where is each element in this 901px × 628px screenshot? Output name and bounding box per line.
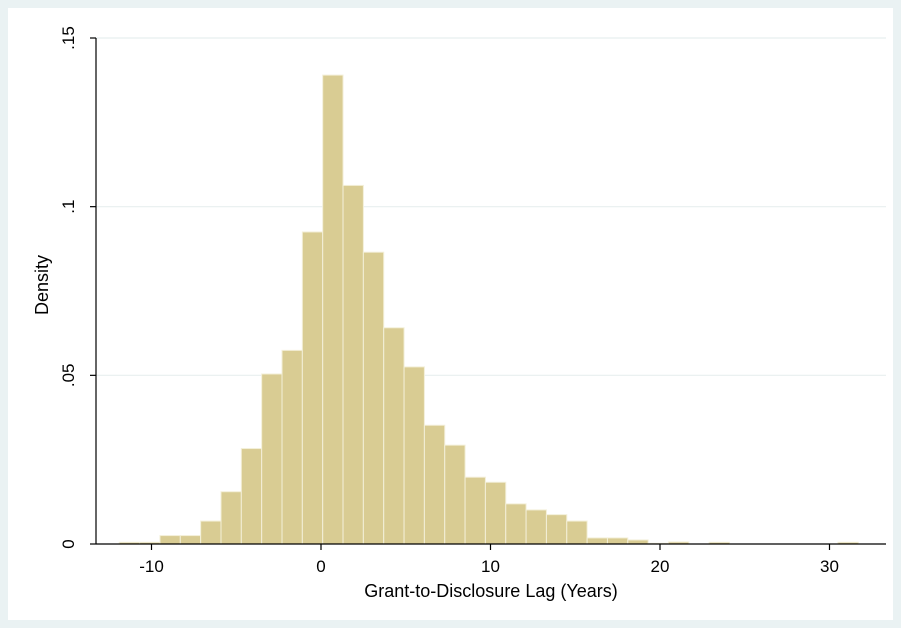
x-axis-title: Grant-to-Disclosure Lag (Years) [364,581,617,601]
histogram-bar-5 [220,491,242,545]
histogram-bar-7 [261,373,283,545]
histogram-bar-12 [362,251,385,545]
histogram-bar-22 [566,520,588,545]
histogram-bar-10 [322,74,344,545]
x-tick-label-2: 10 [481,557,500,576]
histogram-bar-6 [240,448,263,545]
histogram-bar-4 [200,520,222,545]
y-ticks: 0 .05 .1 .15 [59,26,96,549]
gridlines [96,37,886,376]
x-tick-label-0: -10 [139,557,164,576]
histogram-bar-16 [444,444,466,545]
x-tick-label-1: 0 [316,557,325,576]
histogram-bar-20 [525,509,547,545]
y-axis-title: Density [32,255,52,315]
histogram-bar-13 [383,327,405,545]
histogram-bar-24 [606,537,629,545]
y-tick-label-0: 0 [59,539,78,548]
histogram-bar-15 [423,424,446,545]
histogram-bar-25 [627,539,649,545]
histogram-bar-3 [179,535,202,545]
histogram-bar-2 [159,535,181,545]
y-tick-label-2: .1 [59,200,78,214]
histogram-bar-23 [586,537,608,545]
histogram-bar-9 [301,231,324,545]
histogram-bar-14 [403,366,425,545]
histogram-bar-18 [484,481,507,545]
histogram-bar-8 [281,349,303,545]
histogram-bars [118,74,859,545]
histogram-bar-21 [545,514,568,545]
x-ticks: -10 0 10 20 30 [139,544,839,576]
y-tick-label-3: .15 [59,26,78,50]
x-tick-label-3: 20 [651,557,670,576]
y-tick-label-1: .05 [59,364,78,388]
histogram-bar-17 [464,476,486,545]
histogram-bar-19 [505,503,527,545]
histogram-bar-11 [342,184,364,545]
x-tick-label-4: 30 [820,557,839,576]
